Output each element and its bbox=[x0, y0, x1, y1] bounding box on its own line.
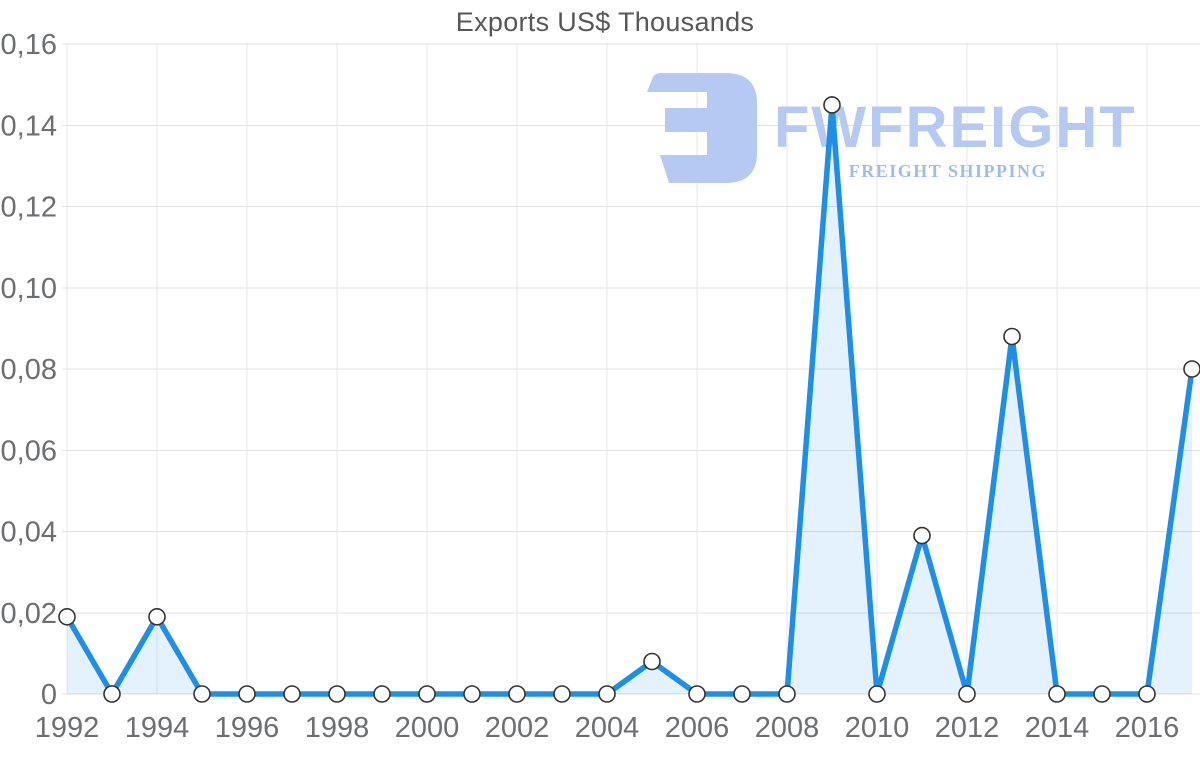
y-tick-label: 0,10 bbox=[1, 273, 57, 305]
series-area-layer bbox=[67, 104, 1192, 694]
data-point-2011[interactable] bbox=[913, 526, 931, 545]
grid-layer bbox=[62, 43, 1200, 695]
data-point-1998[interactable] bbox=[328, 685, 346, 703]
data-point-1994[interactable] bbox=[148, 608, 166, 626]
data-point-2007[interactable] bbox=[733, 685, 751, 703]
x-tick-label: 2004 bbox=[575, 712, 640, 744]
y-tick-label: 0 bbox=[41, 679, 57, 711]
logo-top-arm-shape bbox=[647, 73, 719, 92]
data-point-markers bbox=[58, 96, 1200, 703]
data-point-2016[interactable] bbox=[1138, 685, 1156, 703]
data-point-2005[interactable] bbox=[643, 652, 661, 671]
data-point-2012[interactable] bbox=[958, 685, 976, 703]
y-axis-tick-labels: 0 0,02 0,04 0,06 0,08 0,10 0,12 0,14 0,16 bbox=[1, 29, 57, 711]
data-point-2004[interactable] bbox=[598, 685, 616, 703]
data-point-1996[interactable] bbox=[238, 685, 256, 703]
y-tick-label: 0,14 bbox=[1, 110, 57, 142]
watermark-tagline-text: FREIGHT SHIPPING bbox=[849, 161, 1047, 181]
data-point-2010[interactable] bbox=[868, 685, 886, 703]
logo-middle-arm-shape bbox=[665, 108, 719, 132]
fwfreight-logo-icon bbox=[647, 73, 757, 183]
data-point-2000[interactable] bbox=[418, 685, 436, 703]
x-tick-label: 1996 bbox=[215, 712, 280, 744]
y-tick-label: 0,12 bbox=[1, 192, 57, 224]
data-point-2003[interactable] bbox=[553, 685, 571, 703]
data-point-2006[interactable] bbox=[688, 685, 706, 703]
x-tick-label: 2016 bbox=[1115, 712, 1180, 744]
x-tick-label: 2006 bbox=[665, 712, 730, 744]
x-tick-label: 2000 bbox=[395, 712, 460, 744]
data-point-1993[interactable] bbox=[103, 685, 121, 703]
x-tick-label: 2012 bbox=[935, 712, 1000, 744]
data-point-2009[interactable] bbox=[823, 96, 841, 114]
y-tick-label: 0,06 bbox=[1, 435, 57, 467]
data-point-2008[interactable] bbox=[778, 685, 796, 703]
x-tick-label: 1998 bbox=[305, 712, 370, 744]
data-point-2001[interactable] bbox=[463, 685, 481, 703]
logo-spine-shape bbox=[707, 73, 757, 183]
y-tick-label: 0,08 bbox=[1, 354, 57, 386]
x-axis-tick-labels: 1992 1994 1996 1998 2000 2002 2004 2006 2008 2010… bbox=[35, 712, 1180, 744]
y-tick-label: 0,16 bbox=[1, 29, 57, 61]
x-tick-label: 1994 bbox=[125, 712, 190, 744]
chart-title: Exports US$ Thousands bbox=[455, 7, 755, 37]
data-point-1992[interactable] bbox=[58, 608, 76, 626]
data-point-1995[interactable] bbox=[193, 685, 211, 703]
data-point-2002[interactable] bbox=[508, 685, 526, 703]
y-tick-label: 0,04 bbox=[1, 517, 57, 549]
data-point-1999[interactable] bbox=[373, 685, 391, 703]
series-area bbox=[67, 104, 1192, 694]
data-point-1997[interactable] bbox=[283, 685, 301, 703]
x-tick-label: 2008 bbox=[755, 712, 820, 744]
data-point-2015[interactable] bbox=[1093, 685, 1111, 703]
watermark: FWFREIGHT FREIGHT SHIPPING bbox=[647, 73, 1135, 183]
x-tick-label: 2014 bbox=[1025, 712, 1090, 744]
data-point-2014[interactable] bbox=[1048, 685, 1066, 703]
data-point-2013[interactable] bbox=[1003, 327, 1021, 346]
logo-bottom-arm-shape bbox=[660, 155, 719, 183]
x-tick-label: 2010 bbox=[845, 712, 910, 744]
data-point-2017[interactable] bbox=[1183, 360, 1200, 378]
y-tick-label: 0,02 bbox=[1, 598, 57, 630]
x-tick-label: 2002 bbox=[485, 712, 550, 744]
x-tick-label: 1992 bbox=[35, 712, 100, 744]
